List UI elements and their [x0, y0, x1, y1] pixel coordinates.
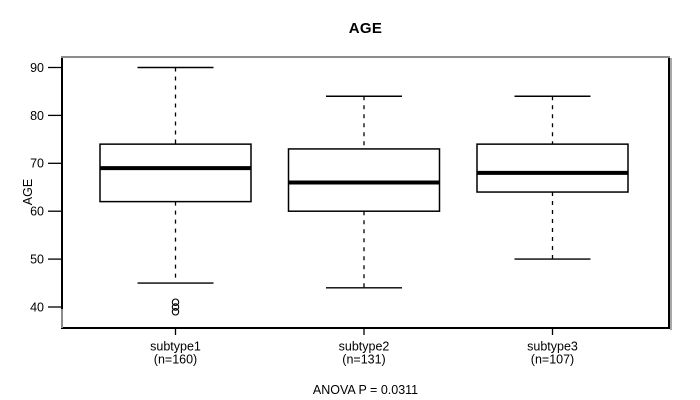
outlier-point [171, 298, 180, 306]
category-count-label: (n=107) [531, 353, 574, 367]
y-tick-label: 60 [30, 205, 44, 219]
category-count-label: (n=131) [342, 353, 385, 367]
category-label: subtype2 [339, 340, 390, 354]
iqr-box [99, 143, 252, 203]
category-label: subtype1 [150, 340, 201, 354]
outlier-point [171, 308, 180, 316]
iqr-box [287, 148, 441, 212]
category-label: subtype3 [527, 340, 578, 354]
iqr-box [476, 143, 629, 193]
chart-title: AGE [348, 20, 383, 37]
y-tick-label: 50 [30, 252, 44, 266]
y-tick-label: 40 [30, 300, 44, 314]
outlier-point [171, 303, 180, 311]
category-count-label: (n=160) [154, 353, 197, 367]
y-tick-label: 70 [30, 157, 44, 171]
anova-annotation: ANOVA P = 0.0311 [312, 383, 419, 397]
y-tick-label: 80 [30, 109, 44, 123]
y-tick-label: 90 [30, 61, 44, 75]
